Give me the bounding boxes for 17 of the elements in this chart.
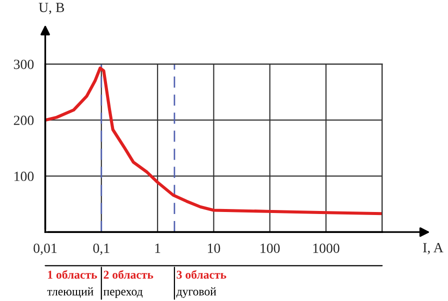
- x-tick-label: 10: [208, 244, 220, 253]
- text: тлеющий: [47, 287, 94, 298]
- text: 2 область: [104, 270, 154, 279]
- text: 1 область: [48, 270, 98, 279]
- x-tick-label: 1: [155, 244, 160, 253]
- y-tick-label: 100: [14, 172, 34, 182]
- y-axis-title: U, B: [38, 2, 64, 14]
- text: 3 область: [176, 270, 226, 279]
- x-tick-label: 0,1: [93, 244, 110, 255]
- x-tick-label: 1000: [313, 244, 340, 253]
- y-tick-label: 200: [14, 116, 34, 126]
- text: переход: [103, 290, 143, 298]
- text: дуговой: [176, 287, 216, 298]
- x-tick-label: 0,01: [34, 244, 57, 255]
- x-axis-title: I, A: [423, 243, 444, 254]
- x-tick-label: 100: [260, 244, 280, 253]
- y-tick-label: 300: [14, 60, 34, 70]
